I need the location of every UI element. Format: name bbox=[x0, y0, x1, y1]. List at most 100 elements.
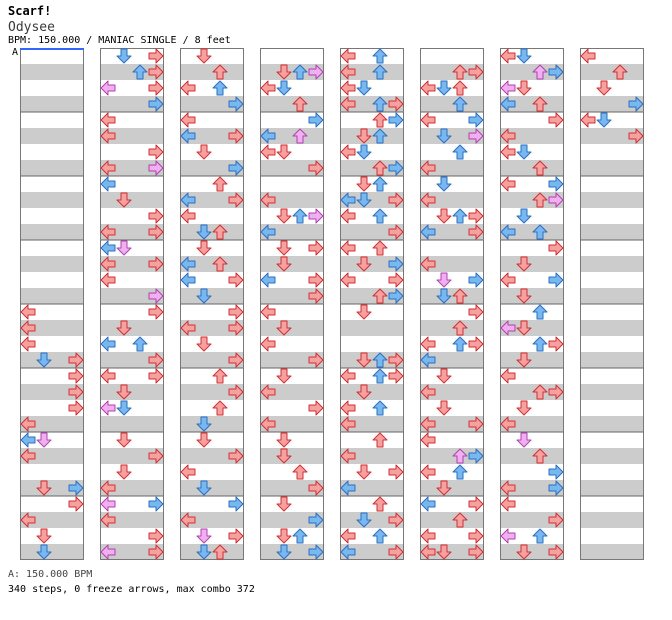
step-arrow-right bbox=[548, 240, 564, 256]
step-arrow-left bbox=[340, 144, 356, 160]
beat-stripe bbox=[580, 464, 644, 480]
beat-stripe bbox=[20, 272, 84, 288]
step-arrow-up bbox=[372, 368, 388, 384]
beat-stripe bbox=[340, 64, 404, 80]
step-arrow-left bbox=[100, 240, 116, 256]
step-arrow-left bbox=[420, 160, 436, 176]
step-arrow-left bbox=[340, 416, 356, 432]
step-arrow-down bbox=[356, 352, 372, 368]
step-arrow-down bbox=[276, 432, 292, 448]
beat-stripe bbox=[20, 416, 84, 432]
step-arrow-down bbox=[196, 480, 212, 496]
beat-stripe bbox=[180, 544, 244, 560]
beat-stripe bbox=[500, 176, 564, 192]
step-arrow-right bbox=[628, 128, 644, 144]
step-arrow-down bbox=[116, 320, 132, 336]
beat-stripe bbox=[500, 512, 564, 528]
step-arrow-down bbox=[436, 176, 452, 192]
beat-stripe bbox=[580, 112, 644, 128]
beat-stripe bbox=[180, 128, 244, 144]
beat-stripe bbox=[100, 544, 164, 560]
step-arrow-up bbox=[452, 64, 468, 80]
step-arrow-left bbox=[180, 192, 196, 208]
step-arrow-right bbox=[388, 352, 404, 368]
beat-stripe bbox=[420, 368, 484, 384]
beat-stripe bbox=[340, 128, 404, 144]
beat-stripe bbox=[20, 336, 84, 352]
column-border bbox=[340, 48, 404, 560]
beat-stripe bbox=[580, 400, 644, 416]
step-arrow-up bbox=[292, 96, 308, 112]
step-arrow-left bbox=[500, 480, 516, 496]
beat-stripe bbox=[500, 96, 564, 112]
step-arrow-left bbox=[340, 240, 356, 256]
beat-stripe bbox=[340, 160, 404, 176]
chart-column bbox=[180, 48, 244, 560]
beat-stripe bbox=[180, 480, 244, 496]
step-arrow-right bbox=[228, 192, 244, 208]
beat-stripe bbox=[260, 192, 324, 208]
bpm-summary: A: 150.000 BPM bbox=[8, 569, 93, 580]
beat-stripe bbox=[580, 336, 644, 352]
beat-stripe bbox=[420, 64, 484, 80]
beat-stripe bbox=[340, 48, 404, 64]
step-arrow-left bbox=[180, 208, 196, 224]
step-arrow-down bbox=[276, 448, 292, 464]
step-arrow-up bbox=[372, 112, 388, 128]
beat-stripe bbox=[20, 48, 84, 64]
beat-stripe bbox=[580, 64, 644, 80]
beat-stripe bbox=[100, 96, 164, 112]
beat-stripe bbox=[420, 48, 484, 64]
beat-stripe bbox=[420, 304, 484, 320]
beat-stripe bbox=[100, 464, 164, 480]
step-arrow-left bbox=[420, 432, 436, 448]
beat-stripe bbox=[20, 176, 84, 192]
step-arrow-right bbox=[468, 448, 484, 464]
beat-stripe bbox=[340, 336, 404, 352]
beat-stripe bbox=[260, 480, 324, 496]
beat-stripe bbox=[580, 480, 644, 496]
step-arrow-left bbox=[340, 400, 356, 416]
beat-stripe bbox=[260, 400, 324, 416]
step-arrow-left bbox=[500, 96, 516, 112]
beat-stripe bbox=[100, 432, 164, 448]
step-arrow-left bbox=[420, 352, 436, 368]
beat-stripe bbox=[100, 176, 164, 192]
step-arrow-down bbox=[116, 192, 132, 208]
beat-stripe bbox=[20, 384, 84, 400]
step-arrow-down bbox=[196, 416, 212, 432]
step-arrow-up bbox=[532, 64, 548, 80]
step-arrow-left bbox=[500, 320, 516, 336]
step-arrow-down bbox=[116, 400, 132, 416]
beat-stripe bbox=[500, 416, 564, 432]
beat-stripe bbox=[580, 352, 644, 368]
step-arrow-up bbox=[452, 336, 468, 352]
step-arrow-left bbox=[180, 320, 196, 336]
step-arrow-down bbox=[276, 528, 292, 544]
beat-stripe bbox=[100, 448, 164, 464]
step-arrow-up bbox=[292, 208, 308, 224]
step-arrow-up bbox=[372, 496, 388, 512]
beat-stripe bbox=[180, 368, 244, 384]
step-arrow-right bbox=[148, 528, 164, 544]
beat-stripe bbox=[500, 256, 564, 272]
step-arrow-left bbox=[100, 224, 116, 240]
beat-stripe bbox=[260, 224, 324, 240]
beat-stripe bbox=[260, 112, 324, 128]
beat-stripe bbox=[580, 448, 644, 464]
beat-stripe bbox=[500, 544, 564, 560]
beat-stripe bbox=[340, 320, 404, 336]
step-arrow-left bbox=[260, 416, 276, 432]
step-arrow-right bbox=[228, 304, 244, 320]
beat-stripe bbox=[500, 288, 564, 304]
beat-stripe bbox=[340, 432, 404, 448]
step-arrow-right bbox=[68, 384, 84, 400]
beat-stripe bbox=[260, 240, 324, 256]
step-arrow-right bbox=[468, 544, 484, 560]
beat-stripe bbox=[180, 464, 244, 480]
step-arrow-down bbox=[436, 544, 452, 560]
beat-stripe bbox=[100, 496, 164, 512]
step-arrow-right bbox=[148, 448, 164, 464]
step-arrow-left bbox=[420, 224, 436, 240]
